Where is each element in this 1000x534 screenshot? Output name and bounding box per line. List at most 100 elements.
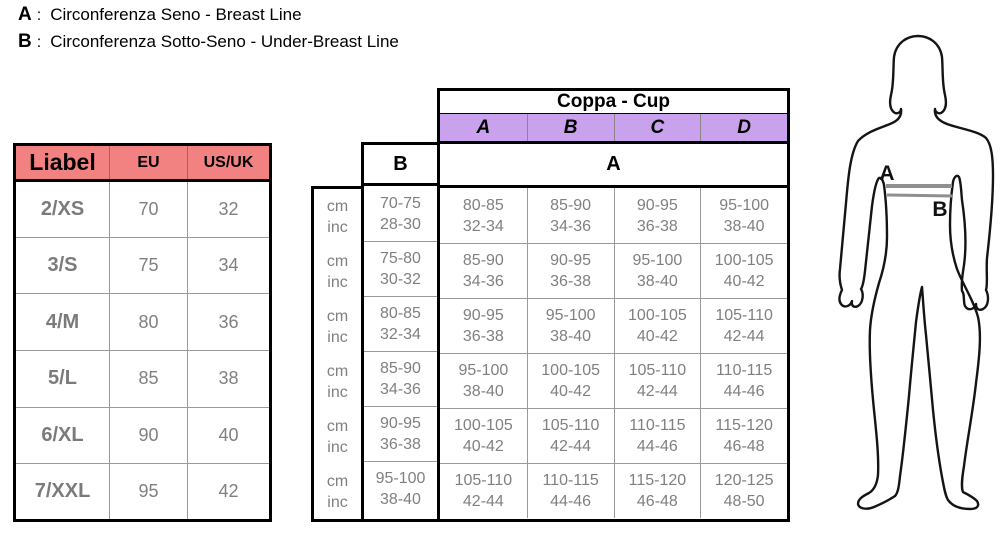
unit-inc-label: inc bbox=[327, 438, 348, 456]
cup-cm-value: 100-105 bbox=[454, 417, 513, 434]
cup-inc-value: 42-44 bbox=[636, 383, 678, 400]
cup-table-title: Coppa - Cup bbox=[440, 91, 787, 114]
underbust-inc-value: 32-34 bbox=[380, 326, 421, 343]
underbust-cm-value: 95-100 bbox=[375, 470, 426, 487]
cup-inc-value: 40-42 bbox=[636, 328, 678, 345]
cup-letter-d: D bbox=[700, 114, 787, 141]
cup-table: Coppa - Cup A B C D A 80-85 32-34 85-90 … bbox=[437, 88, 790, 522]
underbust-inc-value: 36-38 bbox=[380, 436, 421, 453]
eu-value-cell: 85 bbox=[109, 349, 188, 408]
cup-cell: 105-110 42-44 bbox=[440, 463, 527, 518]
cup-cm-value: 105-110 bbox=[715, 307, 773, 324]
cup-cell: 110-115 44-46 bbox=[526, 463, 614, 518]
body-outline bbox=[838, 34, 995, 511]
underbust-cell: 85-90 34-36 bbox=[364, 351, 437, 406]
eu-value-cell: 80 bbox=[109, 293, 188, 351]
brand-header: Liabel bbox=[14, 144, 110, 182]
cup-inc-value: 46-48 bbox=[723, 438, 765, 455]
cup-cell: 80-85 32-34 bbox=[440, 188, 527, 243]
legend-line-a: A : Circonferenza Seno - Breast Line bbox=[18, 4, 399, 31]
cup-cm-value: 105-110 bbox=[628, 362, 687, 379]
usuk-value-cell: 36 bbox=[187, 293, 271, 351]
cup-cell: 100-105 40-42 bbox=[700, 243, 787, 298]
unit-cell: cm inc bbox=[314, 189, 361, 244]
size-label-cell: 3/S bbox=[14, 236, 110, 295]
cup-cm-value: 110-115 bbox=[542, 472, 599, 489]
underbust-cm-value: 75-80 bbox=[380, 250, 421, 267]
size-label-cell: 5/L bbox=[14, 349, 110, 408]
figure-label-b: B bbox=[932, 198, 947, 221]
cup-cm-value: 100-105 bbox=[628, 307, 687, 324]
size-table-row: 3/S 75 34 bbox=[14, 236, 271, 295]
unit-inc-label: inc bbox=[327, 218, 348, 236]
unit-column: cm inc cm inc cm inc cm inc cm inc cm in… bbox=[311, 186, 364, 522]
unit-cell: cm inc bbox=[314, 299, 361, 354]
cup-letter-row: A B C D bbox=[440, 114, 787, 141]
cup-cell: 85-90 34-36 bbox=[440, 243, 527, 298]
legend-colon-b: : bbox=[36, 34, 42, 51]
cup-cell: 100-105 40-42 bbox=[613, 298, 701, 353]
cup-inc-value: 42-44 bbox=[723, 328, 765, 345]
unit-cell: cm inc bbox=[314, 464, 361, 519]
cup-grid: 80-85 32-34 85-90 34-36 90-95 36-38 95-1… bbox=[440, 188, 787, 518]
bust-header: A bbox=[440, 141, 787, 188]
cup-inc-value: 40-42 bbox=[723, 273, 765, 290]
size-label-cell: 2/XS bbox=[14, 180, 110, 238]
underbust-cm-value: 80-85 bbox=[380, 305, 421, 322]
cup-inc-value: 44-46 bbox=[636, 438, 678, 455]
size-label-cell: 4/M bbox=[14, 293, 110, 351]
size-table-row: 2/XS 70 32 bbox=[14, 180, 271, 238]
cup-cm-value: 100-105 bbox=[714, 252, 774, 269]
usuk-value-cell: 32 bbox=[187, 180, 271, 238]
unit-cm-label: cm bbox=[326, 417, 349, 435]
cup-inc-value: 44-46 bbox=[723, 383, 765, 400]
cup-cell: 95-100 38-40 bbox=[440, 353, 527, 408]
body-figure: A B bbox=[838, 34, 995, 511]
unit-cm-label: cm bbox=[326, 472, 349, 490]
unit-cell: cm inc bbox=[314, 409, 361, 464]
cup-cm-value: 95-100 bbox=[458, 362, 509, 379]
size-label-cell: 7/XXL bbox=[14, 463, 110, 521]
cup-inc-value: 48-50 bbox=[723, 493, 765, 510]
cup-cell: 90-95 36-38 bbox=[440, 298, 527, 353]
legend-line-b: B : Circonferenza Sotto-Seno - Under-Bre… bbox=[18, 31, 399, 58]
cup-cm-value: 100-105 bbox=[541, 362, 600, 379]
cup-cell: 95-100 38-40 bbox=[700, 188, 787, 243]
figure-label-a: A bbox=[879, 162, 894, 185]
underbust-body: 70-75 28-30 75-80 30-32 80-85 32-34 85-9… bbox=[364, 186, 437, 516]
cup-cm-value: 95-100 bbox=[545, 307, 596, 324]
usuk-value-cell: 38 bbox=[187, 349, 271, 408]
underbust-inc-value: 38-40 bbox=[380, 491, 421, 508]
unit-cell: cm inc bbox=[314, 354, 361, 409]
cup-letter-b: B bbox=[526, 114, 614, 141]
usuk-value-cell: 40 bbox=[187, 406, 271, 465]
cup-inc-value: 38-40 bbox=[723, 217, 765, 235]
cup-cell: 90-95 36-38 bbox=[613, 188, 701, 243]
cup-letter-a: A bbox=[476, 116, 491, 138]
underbust-cm-value: 70-75 bbox=[380, 194, 421, 212]
cup-inc-value: 34-36 bbox=[462, 273, 504, 290]
unit-inc-label: inc bbox=[327, 273, 348, 291]
eu-value-cell: 70 bbox=[109, 180, 188, 238]
legend-text-b: Circonferenza Sotto-Seno - Under-Breast … bbox=[50, 32, 399, 51]
size-table-header-row: Liabel EU US/UK bbox=[14, 144, 271, 182]
cup-cm-value: 115-120 bbox=[715, 417, 773, 434]
cup-cell: 95-100 38-40 bbox=[526, 298, 614, 353]
cup-inc-value: 38-40 bbox=[636, 273, 678, 290]
size-table-row: 7/XXL 95 42 bbox=[14, 463, 271, 521]
cup-cm-value: 115-120 bbox=[628, 472, 687, 489]
unit-inc-label: inc bbox=[327, 493, 348, 511]
cup-cell: 115-120 46-48 bbox=[613, 463, 701, 518]
eu-value-cell: 95 bbox=[109, 463, 188, 521]
cup-inc-value: 36-38 bbox=[462, 328, 504, 345]
cup-cm-value: 95-100 bbox=[719, 196, 770, 214]
cup-inc-value: 44-46 bbox=[550, 493, 592, 510]
unit-inc-label: inc bbox=[327, 328, 348, 346]
eu-value-cell: 75 bbox=[109, 236, 188, 295]
unit-cm-label: cm bbox=[326, 362, 349, 380]
cup-inc-value: 42-44 bbox=[550, 438, 592, 455]
legend-colon-a: : bbox=[36, 7, 42, 24]
underbust-cell: 75-80 30-32 bbox=[364, 241, 437, 296]
legend-key-a: A bbox=[18, 4, 32, 25]
